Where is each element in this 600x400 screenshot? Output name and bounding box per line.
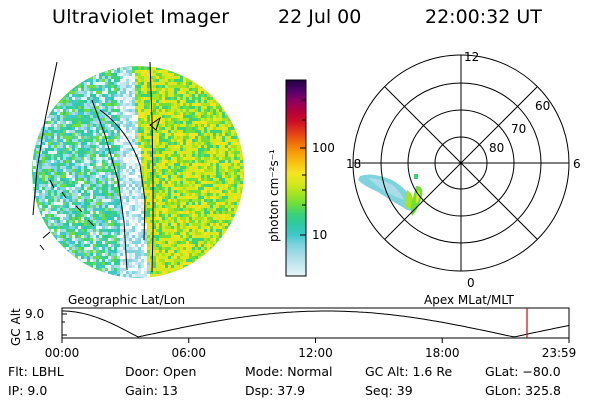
alt-x-tick-label: 18:00: [425, 346, 460, 360]
alt-x-tick-label: 23:59: [542, 346, 577, 360]
polar-panel-label: Apex MLat/MLT: [424, 293, 514, 307]
glon-info: GLon: 325.8: [485, 383, 561, 398]
mlt-label-12: 12: [464, 50, 479, 64]
geo-panel-label: Geographic Lat/Lon: [68, 293, 185, 307]
app-title: Ultraviolet Imager: [52, 6, 230, 28]
auroral-emission: [358, 174, 423, 216]
gc-alt-info: GC Alt: 1.6 Re: [365, 364, 453, 379]
ip-info: IP: 9.0: [8, 383, 48, 398]
glat-info: GLat: −80.0: [485, 364, 561, 379]
altitude-x-ticks: 00:00 06:00 12:00 18:00 23:59: [45, 338, 577, 360]
mode-info: Mode: Normal: [245, 364, 333, 379]
filter-info: Flt: LBHL: [8, 364, 64, 379]
door-info: Door: Open: [125, 364, 197, 379]
colorbar-unit-label: photon cm⁻²s⁻¹: [267, 149, 281, 242]
coastline-overlay: [32, 61, 161, 273]
lat-label-80: 80: [489, 141, 504, 155]
altitude-plot-frame: [61, 307, 570, 339]
geographic-image-panel: Geographic Lat/Lon: [32, 61, 244, 307]
gain-info: Gain: 13: [125, 383, 178, 398]
alt-x-tick-label: 12:00: [298, 346, 333, 360]
dsp-info: Dsp: 37.9: [245, 383, 306, 398]
colorbar-tick-100: 100: [312, 141, 335, 155]
altitude-plot: 9.0 1.8 GC Alt 00:00 06:00 12:00 18:00 23:59: [9, 307, 576, 360]
lat-label-70: 70: [511, 122, 526, 136]
mlt-label-6: 6: [573, 157, 581, 171]
alt-tick-1.8: 1.8: [25, 329, 44, 343]
seq-info: Seq: 39: [365, 383, 413, 398]
colorbar-tick-10: 10: [312, 228, 327, 242]
alt-axis-label: GC Alt: [9, 308, 23, 346]
lat-label-60: 60: [535, 99, 550, 113]
alt-tick-9: 9.0: [25, 307, 44, 321]
colorbar-scale: [285, 79, 307, 277]
colorbar: 100 10 photon cm⁻²s⁻¹: [267, 79, 335, 277]
polar-grid: [352, 54, 570, 272]
uv-image-disk: [32, 66, 244, 278]
mlt-label-0: 0: [467, 276, 475, 290]
alt-x-tick-label: 00:00: [45, 346, 80, 360]
observation-date: 22 Jul 00: [278, 6, 362, 28]
mlt-label-18: 18: [346, 157, 361, 171]
polar-plot-panel: 12 18 6 0 60 70 80 Apex MLat/MLT: [346, 50, 581, 307]
observation-time: 22:00:32 UT: [425, 6, 542, 28]
altitude-curve: [62, 310, 570, 338]
alt-x-tick-label: 06:00: [171, 346, 206, 360]
